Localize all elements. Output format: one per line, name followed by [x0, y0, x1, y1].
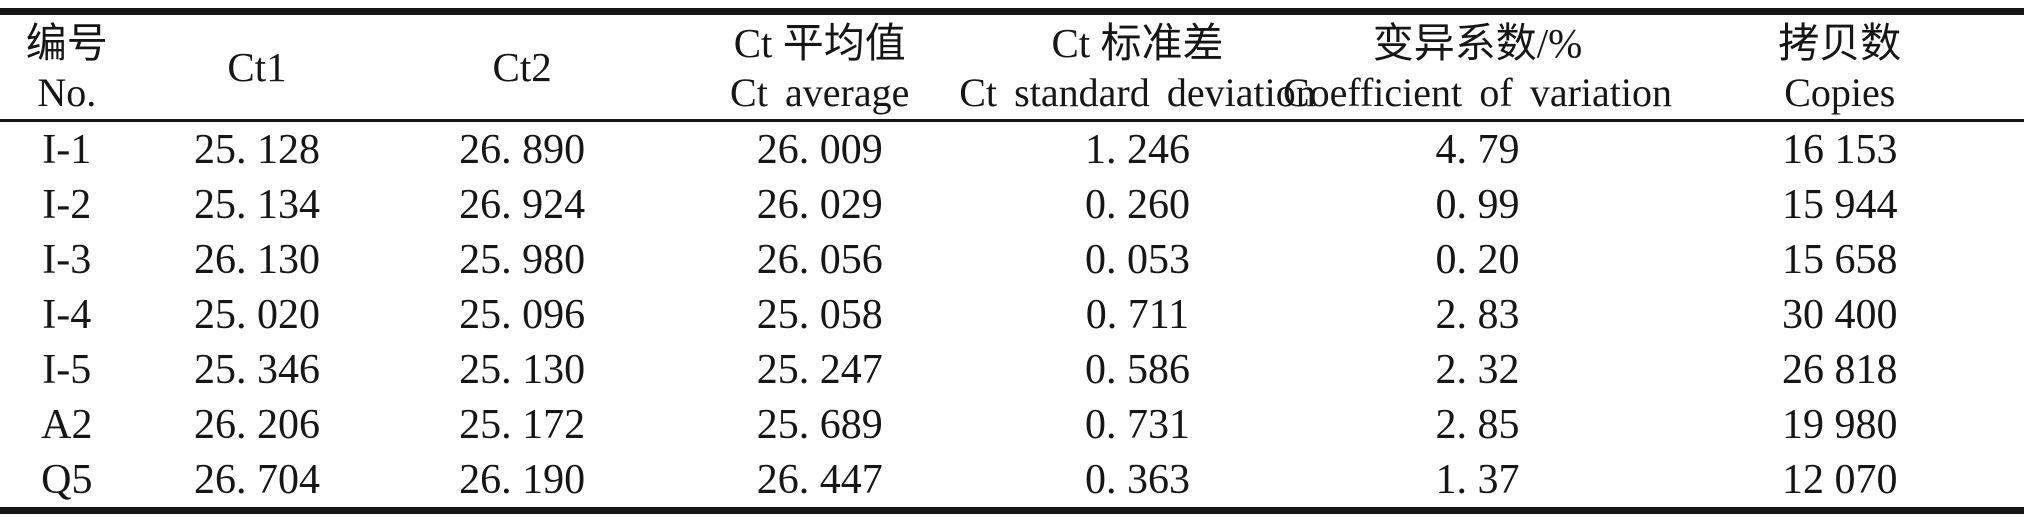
col-header-ct-average-content: Ct 平均值 Ct average	[664, 15, 976, 119]
sample-id-cell: I-1	[42, 126, 92, 173]
value-cell: 25. 128	[194, 126, 321, 173]
value-cell: 25. 980	[459, 236, 586, 283]
table-row: I-4 25. 020 25. 096 25. 058 0. 711 2. 83 30 40…	[0, 287, 2024, 342]
value-cell: 25. 130	[459, 346, 586, 393]
value-cell: 30 400	[1782, 291, 1898, 338]
col-header-coefficient-of-variation-en: Coefficient of variation	[1282, 70, 1673, 115]
col-header-coefficient-of-variation: 变异系数/% Coefficient of variation	[1283, 11, 1672, 122]
col-header-copies-zh: 拷贝数	[1778, 20, 1902, 66]
table-body: I-1 25. 128 26. 890 26. 009 1. 246 4. 79 16 15…	[0, 121, 2024, 511]
col-header-ct1: Ct1	[133, 11, 381, 122]
col-header-coefficient-of-variation-zh: 变异系数/%	[1372, 20, 1583, 66]
qpcr-ct-table: 编号 No. Ct1 Ct2	[0, 8, 2024, 514]
col-header-ct-average: Ct 平均值 Ct average	[663, 11, 976, 122]
col-header-ct1-label: Ct1	[227, 44, 287, 90]
value-cell: 25. 346	[194, 346, 321, 393]
col-header-ct-average-zh: Ct 平均值	[733, 20, 906, 66]
table-row: I-1 25. 128 26. 890 26. 009 1. 246 4. 79 16 15…	[0, 121, 2024, 178]
value-cell: 26. 447	[756, 456, 883, 503]
col-header-no-content: 编号 No.	[0, 15, 134, 119]
value-cell: 26. 890	[459, 126, 586, 173]
value-cell: 0. 99	[1435, 181, 1520, 228]
value-cell: 1. 246	[1084, 126, 1190, 173]
value-cell: 2. 85	[1435, 401, 1520, 448]
value-cell: 26 818	[1782, 346, 1898, 393]
col-header-ct-standard-deviation: Ct 标准差 Ct standard deviation	[959, 11, 1316, 122]
col-header-coefficient-of-variation-content: 变异系数/% Coefficient of variation	[1283, 15, 1672, 119]
value-cell: 15 658	[1782, 236, 1898, 283]
value-cell: 26. 009	[756, 126, 883, 173]
table-row: Q5 26. 704 26. 190 26. 447 0. 363 1. 37 12 070	[0, 452, 2024, 511]
table-row: I-2 25. 134 26. 924 26. 029 0. 260 0. 99 15 94…	[0, 177, 2024, 232]
table-row: I-3 26. 130 25. 980 26. 056 0. 053 0. 20 15 65…	[0, 232, 2024, 287]
value-cell: 0. 363	[1084, 456, 1190, 503]
value-cell: 0. 260	[1084, 181, 1190, 228]
value-cell: 26. 206	[194, 401, 321, 448]
sample-id-cell: I-4	[42, 291, 92, 338]
value-cell: 15 944	[1782, 181, 1898, 228]
value-cell: 26. 130	[194, 236, 321, 283]
col-header-ct2-content: Ct2	[381, 15, 664, 119]
value-cell: 25. 689	[756, 401, 883, 448]
value-cell: 0. 053	[1084, 236, 1190, 283]
table-row: A2 26. 206 25. 172 25. 689 0. 731 2. 85 19 980	[0, 397, 2024, 452]
col-header-no-en: No.	[37, 70, 97, 115]
col-header-copies-en: Copies	[1784, 70, 1896, 115]
sample-id-cell: I-5	[42, 346, 92, 393]
value-cell: 25. 172	[459, 401, 586, 448]
value-cell: 25. 058	[756, 291, 883, 338]
value-cell: 4. 79	[1435, 126, 1520, 173]
value-cell: 0. 586	[1084, 346, 1190, 393]
value-cell: 26. 029	[756, 181, 883, 228]
col-header-ct-standard-deviation-content: Ct 标准差 Ct standard deviation	[959, 15, 1316, 119]
sample-id-cell: I-2	[42, 181, 92, 228]
col-header-ct2: Ct2	[380, 11, 664, 122]
col-header-ct-average-en: Ct average	[730, 70, 910, 115]
value-cell: 25. 134	[194, 181, 321, 228]
col-header-ct-standard-deviation-zh: Ct 标准差	[1051, 20, 1224, 66]
value-cell: 19 980	[1782, 401, 1898, 448]
value-cell: 0. 20	[1435, 236, 1520, 283]
col-header-ct1-content: Ct1	[134, 15, 381, 119]
value-cell: 12 070	[1782, 456, 1898, 503]
col-header-ct-standard-deviation-en: Ct standard deviation	[959, 70, 1316, 115]
value-cell: 0. 731	[1084, 401, 1190, 448]
value-cell: 2. 32	[1435, 346, 1520, 393]
value-cell: 25. 247	[756, 346, 883, 393]
col-header-ct2-label: Ct2	[492, 44, 552, 90]
col-header-copies-content: 拷贝数 Copies	[1656, 15, 2024, 119]
col-header-no-zh: 编号	[25, 20, 108, 66]
value-cell: 26. 924	[459, 181, 586, 228]
value-cell: 2. 83	[1435, 291, 1520, 338]
value-cell: 1. 37	[1435, 456, 1520, 503]
value-cell: 25. 020	[194, 291, 321, 338]
header-row: 编号 No. Ct1 Ct2	[0, 11, 2024, 122]
sample-id-cell: Q5	[41, 456, 93, 503]
value-cell: 16 153	[1782, 126, 1898, 173]
value-cell: 26. 056	[756, 236, 883, 283]
value-cell: 0. 711	[1085, 291, 1190, 338]
value-cell: 25. 096	[459, 291, 586, 338]
sample-id-cell: I-3	[42, 236, 92, 283]
value-cell: 26. 190	[459, 456, 586, 503]
value-cell: 26. 704	[194, 456, 321, 503]
table-row: I-5 25. 346 25. 130 25. 247 0. 586 2. 32 26 81…	[0, 342, 2024, 397]
table-header: 编号 No. Ct1 Ct2	[0, 11, 2024, 122]
sample-id-cell: A2	[41, 401, 93, 448]
col-header-copies: 拷贝数 Copies	[1655, 11, 2024, 122]
col-header-no: 编号 No.	[0, 11, 134, 122]
